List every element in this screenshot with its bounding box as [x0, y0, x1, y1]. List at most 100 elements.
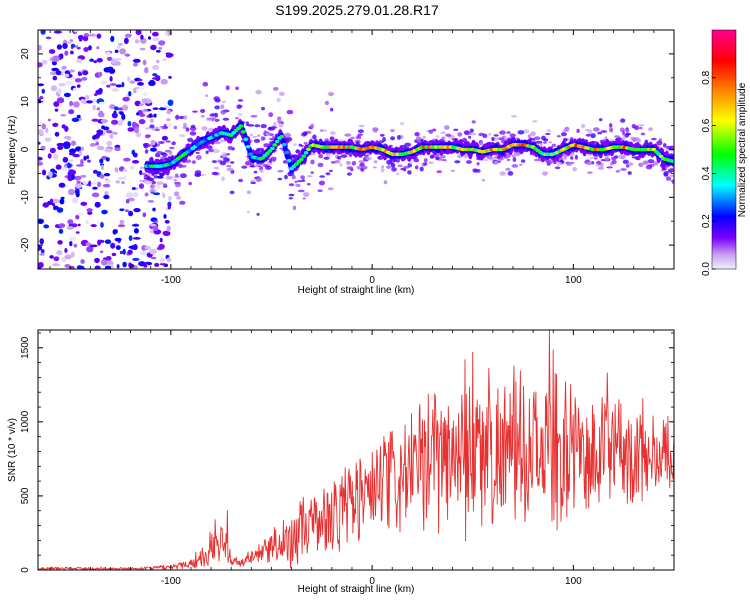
ridge-halo — [585, 128, 590, 132]
ridge-halo — [476, 162, 480, 166]
ridge-halo — [576, 128, 580, 133]
ridge-halo — [257, 134, 261, 137]
ridge-halo — [273, 122, 277, 127]
ridge-halo — [597, 131, 602, 135]
ridge-halo — [502, 136, 508, 141]
noise-blob — [165, 31, 169, 36]
noise-blob — [140, 85, 144, 91]
ridge-halo — [493, 134, 499, 137]
ridge-halo — [195, 173, 201, 177]
ridge-halo — [390, 136, 396, 141]
noise-blob — [111, 119, 119, 125]
ridge-halo — [585, 133, 591, 137]
noise-blob — [99, 250, 104, 254]
noise-blob — [86, 246, 94, 253]
ridge-halo — [565, 161, 573, 166]
ridge-halo — [171, 141, 176, 146]
ridge-halo — [249, 165, 256, 168]
noise-blob — [154, 262, 160, 267]
noise-blob — [70, 50, 74, 55]
noise-blob — [91, 118, 99, 122]
ridge-halo — [470, 132, 477, 136]
ridge-halo — [481, 179, 486, 182]
noise-blob — [101, 209, 108, 215]
ridge-halo — [435, 135, 440, 138]
ridge-halo — [195, 151, 200, 154]
ridge-halo — [226, 164, 232, 168]
noise-blob — [103, 173, 111, 177]
noise-blob — [72, 153, 81, 158]
ridge-halo — [255, 177, 263, 183]
ridge-halo — [428, 161, 434, 164]
ridge-halo — [317, 189, 323, 192]
ridge-halo — [220, 104, 225, 109]
ridge-halo — [195, 155, 202, 160]
noise-blob — [94, 201, 101, 208]
ridge-halo — [372, 166, 377, 169]
ridge-halo — [230, 161, 235, 164]
ridge-halo — [159, 156, 166, 159]
noise-blob — [48, 49, 56, 54]
noise-blob — [119, 48, 126, 55]
noise-blob — [98, 101, 107, 105]
ridge-halo — [533, 136, 541, 140]
noise-blob — [131, 149, 136, 155]
ridge-halo — [453, 128, 459, 131]
noise-blob — [123, 174, 127, 181]
ridge-halo — [436, 170, 443, 174]
ridge-halo — [226, 167, 234, 172]
x-tick-label: 0 — [369, 275, 375, 286]
ridge-halo — [317, 162, 324, 168]
ridge-halo — [499, 130, 506, 135]
colorbar-tick-label: 0.0 — [701, 262, 712, 276]
ridge-halo — [307, 175, 313, 178]
noise-blob — [82, 70, 89, 76]
ridge-halo — [180, 165, 187, 168]
ridge-halo — [560, 132, 567, 137]
ridge-halo — [155, 128, 160, 132]
ridge-halo — [663, 143, 667, 148]
y-tick-label: 0 — [20, 146, 31, 152]
ridge-halo — [626, 162, 634, 166]
noise-blob — [121, 181, 125, 185]
noise-blob — [96, 129, 104, 136]
noise-blob — [166, 53, 174, 58]
ridge-halo — [253, 170, 258, 174]
ridge-halo — [669, 174, 674, 177]
colorbar-gradient — [711, 29, 737, 270]
noise-blob — [85, 242, 92, 246]
ridge-halo — [429, 154, 435, 159]
noise-blob — [137, 78, 143, 82]
ridge-halo — [284, 132, 292, 138]
ridge-halo — [176, 195, 181, 200]
noise-blob — [133, 127, 140, 134]
ridge-halo — [179, 134, 186, 138]
ridge-halo — [151, 180, 156, 185]
ridge-halo — [199, 173, 207, 177]
noise-blob — [95, 89, 103, 95]
ridge-halo — [148, 177, 153, 182]
ridge-halo — [520, 159, 526, 163]
noise-blob — [81, 174, 87, 178]
ridge-halo — [671, 179, 674, 185]
ridge-halo — [652, 161, 659, 166]
ridge-halo — [140, 172, 146, 176]
noise-blob — [144, 67, 149, 74]
ridge-halo — [454, 160, 461, 164]
ridge-halo — [245, 121, 250, 126]
ridge-halo — [620, 118, 626, 123]
noise-blob — [86, 100, 93, 104]
ridge-halo — [469, 128, 474, 133]
snr-marks — [38, 330, 674, 570]
ridge-halo — [139, 179, 144, 183]
noise-blob — [59, 198, 65, 205]
noise-blob — [51, 198, 60, 204]
noise-blob — [100, 119, 109, 124]
colorbar-tick-label: 0.8 — [701, 70, 712, 84]
ridge-halo — [302, 131, 308, 136]
noise-blob — [56, 142, 65, 147]
noise-blob — [152, 77, 158, 80]
ridge-halo — [295, 149, 300, 154]
noise-blob — [110, 242, 116, 249]
ridge-halo — [415, 165, 419, 170]
